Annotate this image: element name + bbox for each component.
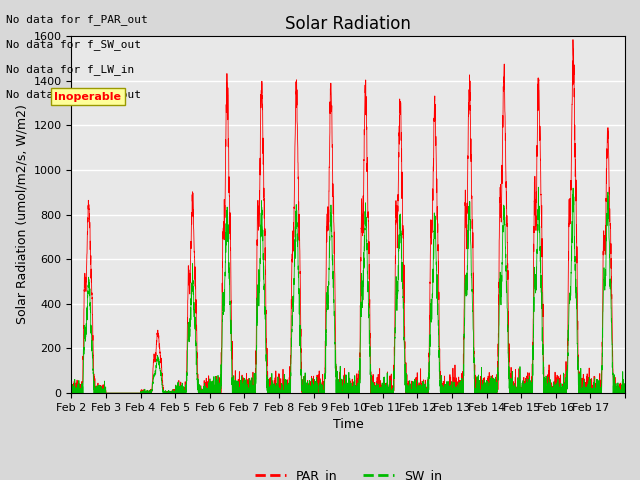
PAR_in <box>68 381 76 386</box>
Text: Inoperable: Inoperable <box>54 92 122 102</box>
Text: No data for f_LW_out: No data for f_LW_out <box>6 89 141 100</box>
PAR_in <box>68 390 76 396</box>
SW_in <box>68 390 76 396</box>
PAR_in <box>500 66 508 72</box>
SW_in <box>500 203 508 209</box>
PAR_in <box>182 384 190 390</box>
SW_in <box>399 277 406 283</box>
SW_in <box>541 389 549 395</box>
Title: Solar Radiation: Solar Radiation <box>285 15 411 33</box>
PAR_in <box>621 390 629 396</box>
PAR_in <box>399 199 406 204</box>
Text: No data for f_SW_out: No data for f_SW_out <box>6 39 141 50</box>
Text: No data for f_PAR_out: No data for f_PAR_out <box>6 14 148 25</box>
X-axis label: Time: Time <box>333 419 364 432</box>
PAR_in <box>369 390 376 396</box>
PAR_in <box>569 37 577 43</box>
SW_in <box>527 386 535 392</box>
PAR_in <box>541 386 549 392</box>
Y-axis label: Solar Radiation (umol/m2/s, W/m2): Solar Radiation (umol/m2/s, W/m2) <box>15 105 28 324</box>
Text: No data for f_LW_in: No data for f_LW_in <box>6 64 134 75</box>
SW_in <box>534 184 542 190</box>
SW_in <box>182 385 190 391</box>
PAR_in <box>527 385 535 391</box>
Line: PAR_in: PAR_in <box>72 40 625 393</box>
SW_in <box>621 390 629 396</box>
Legend: PAR_in, SW_in: PAR_in, SW_in <box>250 464 447 480</box>
Line: SW_in: SW_in <box>72 187 625 393</box>
SW_in <box>369 384 376 390</box>
